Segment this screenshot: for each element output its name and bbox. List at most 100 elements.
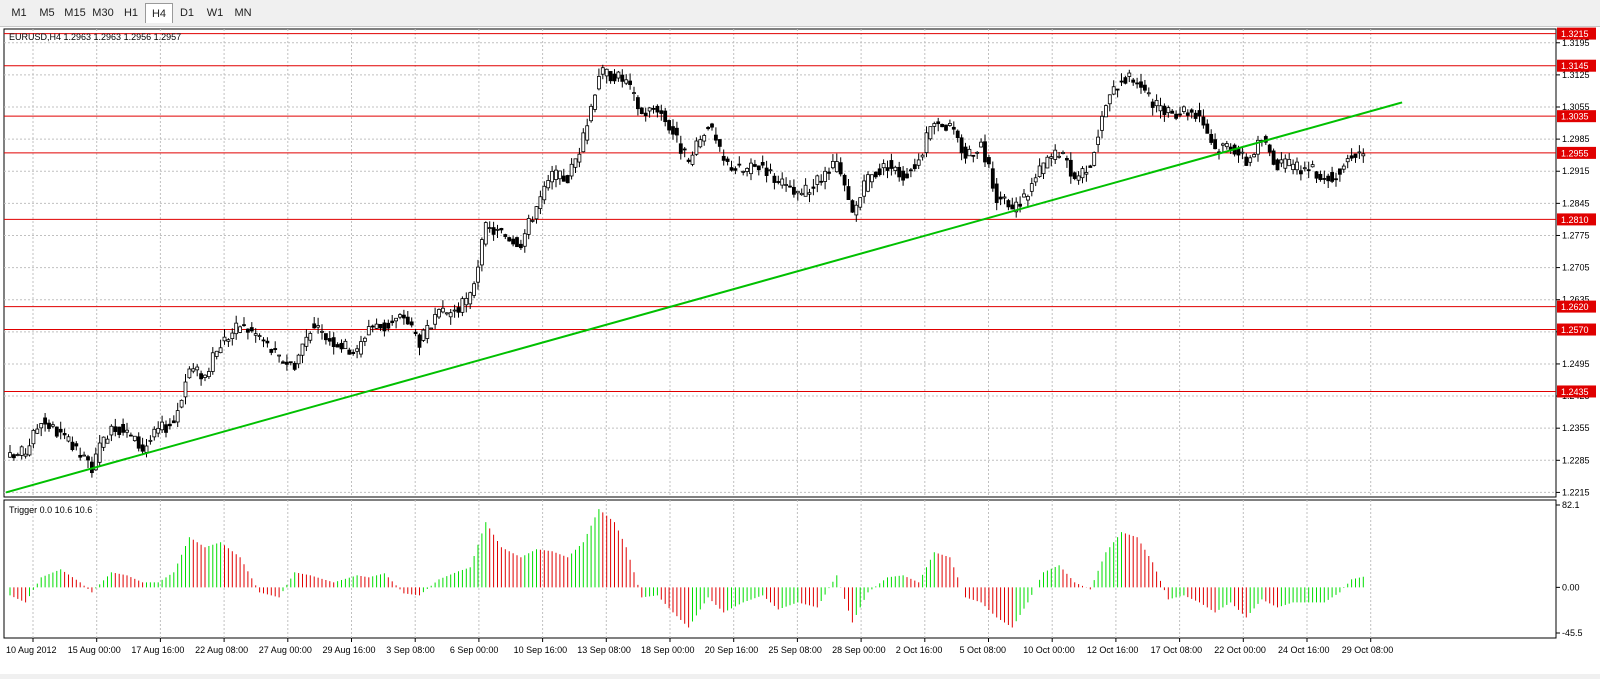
bull-candle: [573, 158, 578, 168]
chart-svg[interactable]: 10 Aug 2012 15 Aug 00:00 17 Aug 16:00 22 Au…: [0, 27, 1600, 674]
level-price-label: 1.2620: [1561, 302, 1589, 312]
timeframe-toolbar: M1 M5 M15 M30 H1 H4 D1 W1 MN: [0, 0, 1600, 27]
bear-candle: [199, 373, 204, 380]
bear-candle: [312, 323, 317, 329]
timeframe-m30-button[interactable]: M30: [92, 7, 114, 19]
bull-candle: [421, 329, 426, 341]
bull-candle: [600, 67, 605, 75]
x-tick-label: 18 Sep 00:00: [641, 645, 695, 655]
timeframe-m1-button[interactable]: M1: [11, 7, 27, 19]
bull-candle: [542, 185, 547, 201]
bear-candle: [909, 169, 913, 172]
bear-candle: [955, 130, 960, 138]
timeframe-h4-button[interactable]: H4: [145, 3, 173, 23]
bull-candle: [831, 161, 835, 169]
bear-candle: [409, 321, 414, 326]
bear-candle: [737, 163, 742, 166]
x-tick-label: 22 Oct 00:00: [1214, 645, 1266, 655]
bear-candle: [417, 334, 422, 348]
bear-candle: [1271, 150, 1276, 165]
bear-candle: [351, 351, 356, 355]
bear-candle: [1193, 112, 1198, 119]
bear-candle: [1349, 155, 1354, 159]
bull-candle: [398, 314, 402, 318]
bull-candle: [468, 292, 473, 305]
timeframe-mn-button[interactable]: MN: [234, 7, 252, 19]
level-price-tag: [1557, 59, 1596, 72]
y-tick-label: 1.2215: [1562, 487, 1590, 497]
trend-line[interactable]: [5, 101, 1403, 494]
x-tick-label: 6 Sep 00:00: [450, 645, 499, 655]
bull-candle: [152, 428, 157, 438]
bull-candle: [647, 107, 652, 112]
bull-candle: [550, 170, 554, 183]
bear-candle: [990, 168, 995, 189]
bull-candle: [1029, 183, 1034, 192]
bear-candle: [1353, 153, 1358, 158]
bear-candle: [659, 110, 664, 114]
bull-candle: [538, 196, 543, 209]
bear-candle: [499, 227, 504, 231]
timeframe-m15-button[interactable]: M15: [64, 7, 86, 19]
bear-candle: [987, 157, 991, 165]
bear-candle: [1018, 203, 1022, 207]
bull-candle: [916, 159, 921, 166]
bull-candle: [1100, 115, 1104, 131]
y-tick-label: 1.2355: [1562, 423, 1590, 433]
bull-candle: [1240, 151, 1245, 154]
bull-candle: [203, 374, 207, 378]
y-tick-label: 1.2985: [1562, 134, 1590, 144]
bear-candle: [1006, 200, 1011, 208]
bull-candle: [979, 141, 983, 148]
bull-candle: [191, 368, 196, 372]
level-price-tag: [1557, 300, 1596, 313]
bull-candle: [359, 341, 363, 355]
bull-candle: [768, 169, 773, 172]
x-tick-label: 13 Sep 08:00: [577, 645, 631, 655]
x-tick-label: 22 Aug 08:00: [195, 645, 248, 655]
bear-candle: [675, 127, 679, 136]
bull-candle: [1345, 158, 1350, 163]
trendline[interactable]: [5, 101, 1403, 494]
bull-candle: [175, 410, 180, 423]
bear-candle: [261, 339, 266, 342]
bear-candle: [897, 166, 902, 178]
x-tick-label: 29 Oct 08:00: [1342, 645, 1394, 655]
bull-candle: [1111, 86, 1116, 95]
bear-candle: [1326, 175, 1331, 182]
bull-candle: [1221, 143, 1225, 146]
chart-window[interactable]: 10 Aug 2012 15 Aug 00:00 17 Aug 16:00 22 Au…: [0, 27, 1600, 674]
bull-candle: [866, 174, 870, 192]
bull-candle: [1310, 164, 1315, 168]
level-price-label: 1.2810: [1561, 215, 1589, 225]
bull-candle: [1045, 156, 1050, 169]
bull-candle: [1287, 158, 1292, 167]
timeframe-h1-button[interactable]: H1: [123, 7, 139, 19]
x-tick-label: 10 Oct 00:00: [1023, 645, 1075, 655]
bull-candle: [624, 79, 629, 84]
x-tick-label: 5 Oct 08:00: [960, 645, 1007, 655]
bear-candle: [511, 238, 516, 245]
timeframe-d1-button[interactable]: D1: [179, 7, 195, 19]
bear-candle: [1185, 112, 1190, 116]
bull-candle: [924, 132, 929, 153]
bull-candle: [437, 309, 441, 318]
x-tick-label: 25 Sep 08:00: [768, 645, 822, 655]
timeframe-w1-button[interactable]: W1: [206, 7, 224, 19]
bull-candle: [967, 148, 972, 157]
timeframe-m5-button[interactable]: M5: [39, 7, 55, 19]
bear-candle: [347, 349, 352, 355]
bull-candle: [452, 309, 457, 312]
bear-candle: [242, 324, 246, 327]
level-price-label: 1.2570: [1561, 325, 1589, 335]
bull-candle: [522, 233, 527, 247]
bull-candle: [632, 92, 636, 95]
bear-candle: [885, 167, 890, 171]
y-tick-label: 1.2285: [1562, 455, 1590, 465]
bear-candle: [117, 426, 122, 435]
bull-candle: [109, 425, 114, 436]
bull-candle: [745, 167, 749, 172]
bull-candle: [277, 354, 282, 357]
bear-candle: [269, 349, 274, 353]
bear-candle: [284, 361, 289, 365]
